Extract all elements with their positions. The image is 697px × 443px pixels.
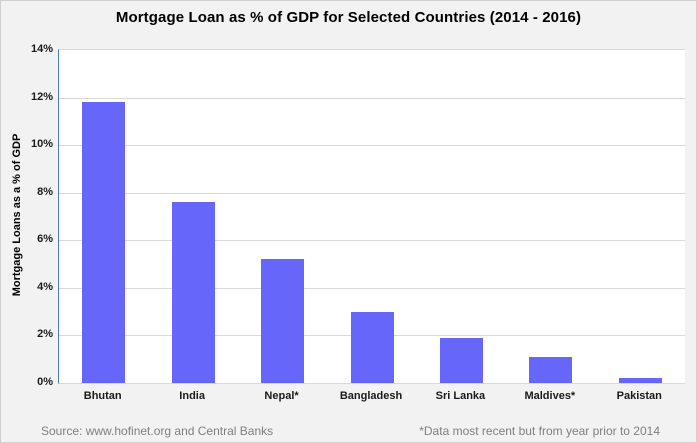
bar-pakistan [619,378,662,383]
y-tick-label-14pct: 14% [30,43,53,55]
y-tick-label-0pct: 0% [37,376,53,388]
y-tick-label-8pct: 8% [37,185,53,198]
bar-bhutan [82,102,125,383]
y-tick-label-2pct: 2% [37,328,53,341]
x-tick-label-bhutan: Bhutan [83,390,122,402]
gridline-6pct [59,240,685,241]
bar-india [172,202,215,383]
source-note: Source: www.hofinet.org and Central Bank… [41,424,274,438]
bar-bangladesh [351,312,394,383]
x-tick-label-india: India [179,390,205,402]
x-tick-label-maldives: Maldives* [524,390,576,402]
bar-nepal [261,259,304,383]
x-tick-label-sri-lanka: Sri Lanka [435,390,486,402]
gridline-8pct [59,193,685,194]
y-tick-label-4pct: 4% [37,280,53,293]
gridline-10pct [59,145,685,146]
x-tick-label-pakistan: Pakistan [616,390,662,402]
y-tick-label-10pct: 10% [30,138,53,151]
x-tick-label-bangladesh: Bangladesh [339,390,403,402]
x-tick-label-nepal: Nepal* [264,390,299,402]
gridline-4pct [59,288,685,289]
y-tick-label-6pct: 6% [37,233,53,246]
y-tick-label-12pct: 12% [30,90,53,103]
bar-sri-lanka [440,338,483,383]
bar-maldives [529,357,572,383]
y-axis-title: Mortgage Loans as a % of GDP [11,133,23,297]
gridline-12pct [59,98,685,99]
footnote: *Data most recent but from year prior to… [419,424,660,438]
plot-area [58,49,685,384]
chart-title: Mortgage Loan as % of GDP for Selected C… [115,9,582,26]
